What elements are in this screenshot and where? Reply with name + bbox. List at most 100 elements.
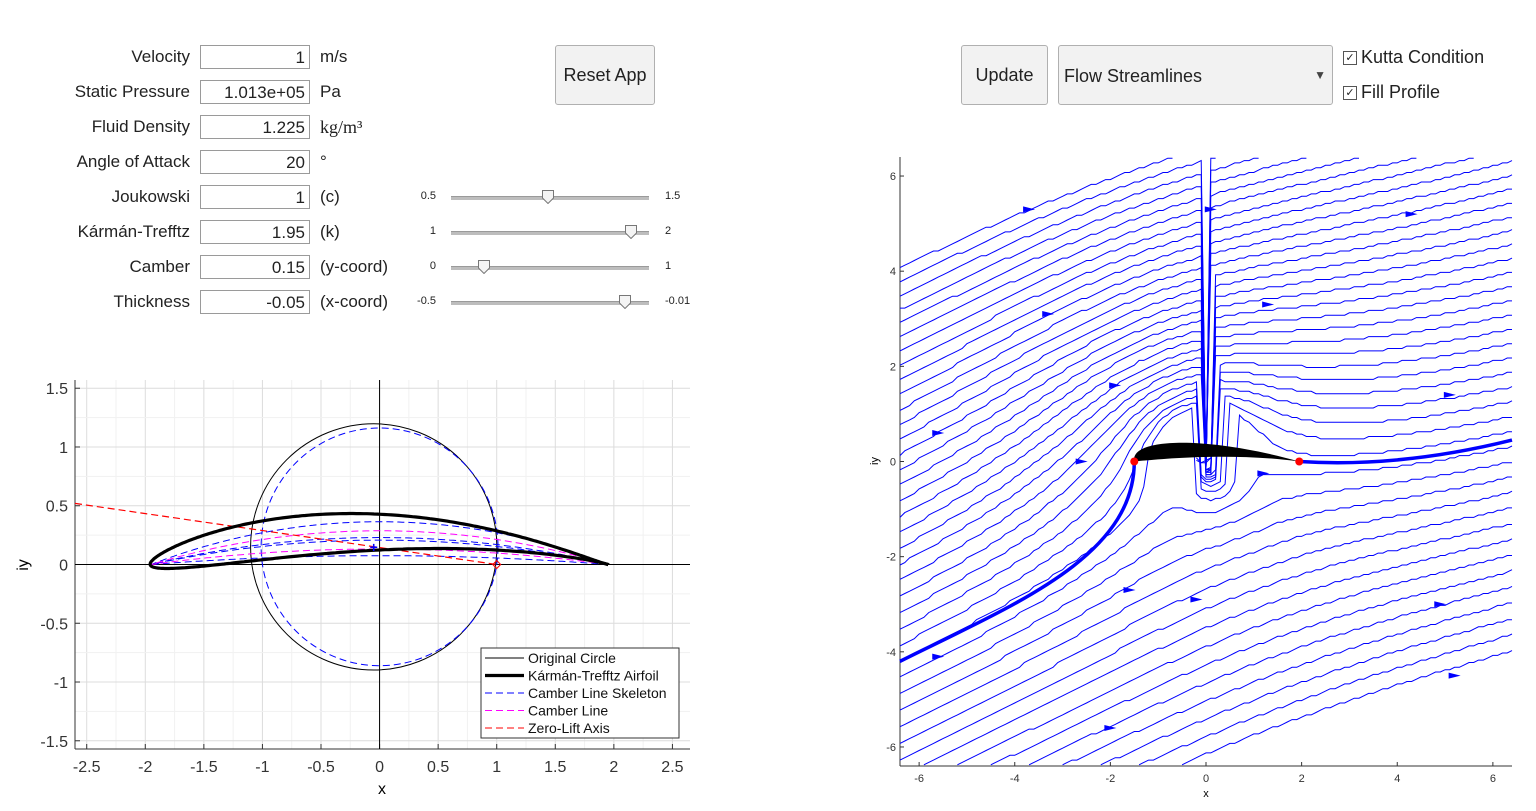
streamline (899, 229, 1513, 471)
slider-thumb[interactable] (542, 190, 554, 204)
streamline (899, 157, 1173, 269)
thickness-slider[interactable] (451, 301, 649, 305)
param-input[interactable]: 20 (200, 150, 310, 174)
streamline (899, 157, 1417, 468)
y-tick-label: -2 (886, 552, 896, 564)
flow-direction-arrow (1443, 391, 1456, 398)
y-tick-label: -4 (886, 647, 896, 659)
slider-max-label: 1.5 (665, 190, 681, 202)
slider-thumb[interactable] (624, 225, 637, 239)
x-tick-label: 0 (1203, 773, 1209, 785)
param-unit: (c) (320, 187, 340, 206)
x-tick-label: 4 (1394, 773, 1400, 785)
checkbox-checked-icon: ✓ (1343, 85, 1357, 100)
param-unit: ° (320, 152, 327, 171)
streamline (899, 371, 1512, 597)
slider-min-label: 0.5 (420, 190, 436, 202)
stagnation-streamline (899, 461, 1137, 663)
param-unit: (k) (320, 222, 340, 241)
x-tick-label: 0 (375, 759, 384, 776)
param-label: Joukowski (111, 187, 190, 206)
param-unit: (x-coord) (320, 292, 389, 311)
plot-type-value: Flow Streamlines (1064, 66, 1203, 86)
x-tick-label: 2 (609, 759, 618, 776)
streamline (899, 157, 1359, 468)
param-input[interactable]: 1 (200, 45, 310, 69)
streamline (899, 217, 1512, 471)
x-tick-label: 1 (492, 759, 501, 776)
param-label: Static Pressure (74, 82, 190, 101)
flow-direction-arrow (1204, 206, 1217, 213)
streamline (899, 407, 1512, 663)
karman-trefftz-airfoil (148, 511, 610, 571)
param-label: Camber (129, 257, 190, 276)
streamline (899, 157, 1216, 468)
param-input[interactable]: 0.15 (200, 255, 310, 279)
y-tick-label: -0.5 (40, 616, 68, 633)
param-input[interactable]: -0.05 (200, 290, 310, 314)
param-input[interactable]: 1 (200, 185, 310, 209)
y-tick-label: 1 (59, 440, 68, 457)
x-tick-label: -1.5 (190, 759, 218, 776)
streamline (899, 188, 1512, 468)
streamline (1196, 457, 1212, 464)
flow-direction-arrow (932, 653, 945, 660)
x-tick-label: 6 (1490, 773, 1496, 785)
airfoil-y-axis-label: iy (15, 559, 32, 571)
streamline (957, 555, 1512, 766)
kutta-condition-checkbox[interactable]: ✓ Kutta Condition (1343, 47, 1484, 68)
x-tick-label: -2 (1105, 773, 1115, 785)
fill-profile-checkbox[interactable]: ✓ Fill Profile (1343, 82, 1440, 103)
streamline (899, 476, 1512, 711)
param-label: Thickness (113, 292, 190, 311)
slider-thumb[interactable] (618, 295, 631, 309)
slider-thumb[interactable] (477, 260, 490, 274)
flow-direction-arrow (1190, 596, 1203, 603)
y-tick-label: 6 (890, 171, 896, 183)
camber-skeleton-line (150, 521, 609, 565)
slider-min-label: -0.5 (417, 295, 436, 307)
x-tick-label: 2.5 (661, 759, 683, 776)
legend-entry: Camber Line Skeleton (528, 685, 667, 701)
flow-direction-arrow (1405, 211, 1418, 218)
update-button[interactable]: Update (961, 45, 1048, 105)
y-tick-label: 4 (890, 266, 896, 278)
x-tick-label: 2 (1299, 773, 1305, 785)
streamline (899, 329, 1512, 549)
param-input[interactable]: 1.013e+05 (200, 80, 310, 104)
param-input[interactable]: 1.225 (200, 115, 310, 139)
slider-max-label: 2 (665, 225, 672, 237)
airfoil-curves: + (74, 380, 690, 749)
karman-trefftz-slider[interactable] (451, 231, 649, 235)
reset-app-button[interactable]: Reset App (555, 45, 655, 105)
trailing-edge-point (492, 559, 502, 570)
kutta-condition-label: Kutta Condition (1361, 47, 1485, 67)
y-tick-label: -6 (886, 742, 896, 754)
streamline (1062, 602, 1512, 766)
slider-min-label: 1 (429, 225, 436, 237)
streamline (1100, 619, 1512, 766)
streamline-plot[interactable]: -6 -4 -2 0 2 4 6 6 4 2 0 -2 -4 -6 x iy (860, 150, 1520, 810)
streamline (899, 157, 1474, 468)
streamline (1196, 457, 1212, 464)
y-tick-label: 1.5 (46, 381, 68, 398)
y-tick-label: 0.5 (46, 499, 68, 516)
camber-slider[interactable] (451, 266, 649, 270)
legend-entry: Zero-Lift Axis (528, 720, 610, 736)
streamlines (899, 157, 1513, 766)
airfoil-x-axis-label: x (378, 781, 386, 798)
param-input[interactable]: 1.95 (200, 220, 310, 244)
streamline (899, 300, 1512, 518)
param-unit: m/s (320, 47, 348, 66)
streamline (899, 160, 1513, 468)
x-tick-label: -4 (1010, 773, 1020, 785)
airfoil-plot[interactable]: -2.5 -2 -1.5 -1 -0.5 0 0.5 1 1.5 2 2.5 1.5 1 0.5 0 -0.5… (0, 380, 720, 810)
y-tick-label: -1 (54, 675, 68, 692)
streamline (899, 462, 1512, 694)
streamline (899, 202, 1512, 468)
param-unit: kg/m³ (320, 117, 363, 137)
streamline (899, 507, 1512, 744)
streamline (899, 357, 1512, 580)
plot-type-dropdown[interactable]: Flow Streamlines ▼ (1058, 45, 1333, 105)
zero-lift-axis (74, 502, 497, 566)
